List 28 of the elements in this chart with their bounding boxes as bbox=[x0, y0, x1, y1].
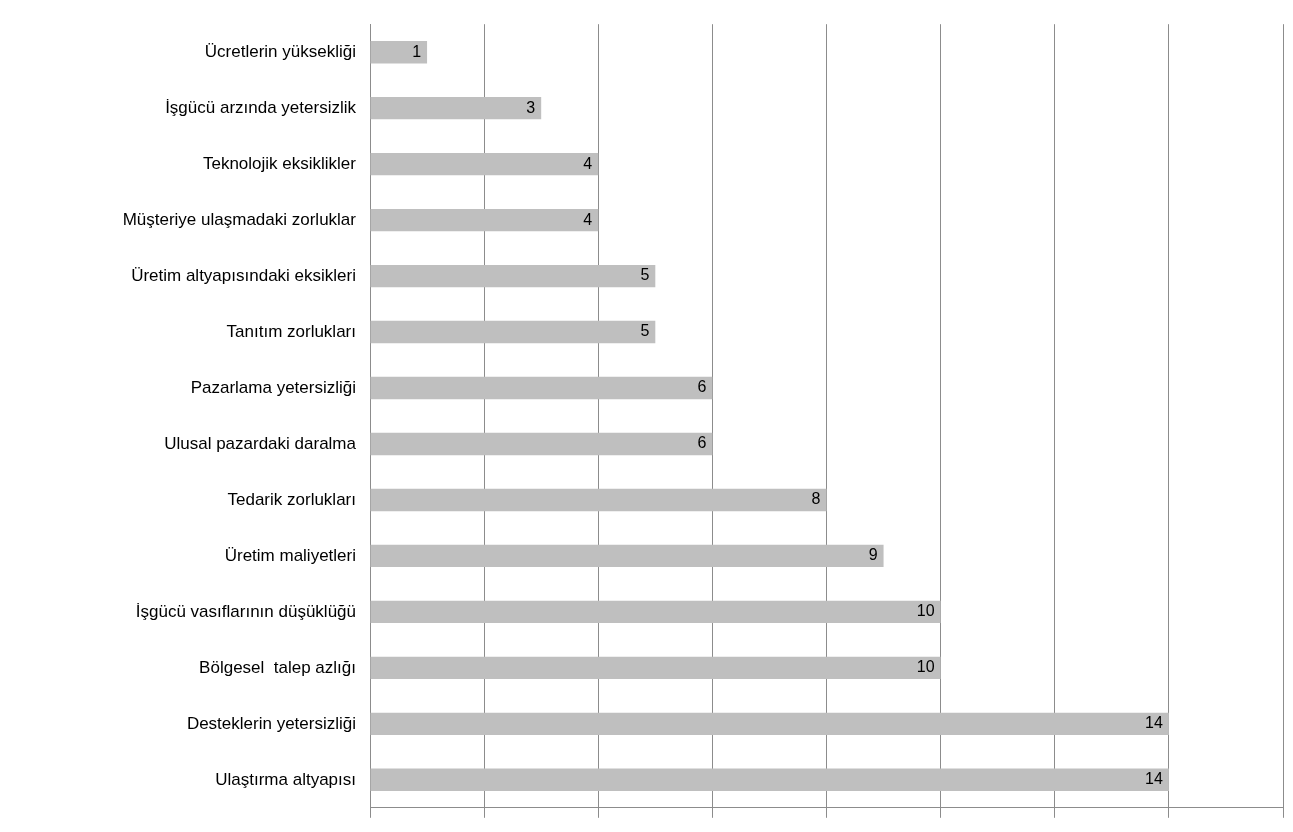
data-label: 4 bbox=[583, 210, 593, 228]
y-tick-label: Bölgesel talep azlığı bbox=[199, 657, 356, 677]
y-tick-label: Üretim altyapısındaki eksikleri bbox=[131, 265, 356, 285]
y-tick-label: İşgücü vasıflarının düşüklüğü bbox=[135, 601, 356, 621]
data-label: 10 bbox=[916, 602, 935, 620]
data-label: 1 bbox=[412, 42, 422, 60]
data-label: 9 bbox=[868, 546, 878, 564]
data-label: 5 bbox=[640, 322, 650, 340]
y-tick-label: İşgücü arzında yetersizlik bbox=[165, 97, 357, 117]
data-label: 14 bbox=[1145, 714, 1163, 732]
y-tick-label: Ulaştırma altyapısı bbox=[215, 769, 356, 789]
data-label: 5 bbox=[640, 266, 650, 284]
y-tick-label: Teknolojik eksiklikler bbox=[202, 153, 357, 173]
data-label: 14 bbox=[1145, 770, 1163, 788]
data-label: 4 bbox=[583, 154, 593, 172]
data-label: 8 bbox=[811, 490, 821, 508]
y-tick-label: Pazarlama yetersizliği bbox=[190, 377, 356, 397]
y-tick-label: Müşteriye ulaşmadaki zorluklar bbox=[122, 209, 357, 229]
y-tick-label: Tanıtım zorlukları bbox=[226, 321, 356, 341]
y-tick-label: Ücretlerin yüksekliği bbox=[204, 41, 356, 61]
data-label: 6 bbox=[697, 434, 707, 452]
y-tick-label: Tedarik zorlukları bbox=[227, 489, 356, 509]
data-label: 10 bbox=[916, 658, 935, 676]
data-label: 3 bbox=[526, 98, 536, 116]
y-tick-label: Ulusal pazardaki daralma bbox=[164, 433, 357, 453]
data-label: 6 bbox=[697, 378, 707, 396]
y-tick-label: Desteklerin yetersizliği bbox=[186, 713, 356, 733]
y-tick-label: Üretim maliyetleri bbox=[224, 545, 356, 565]
